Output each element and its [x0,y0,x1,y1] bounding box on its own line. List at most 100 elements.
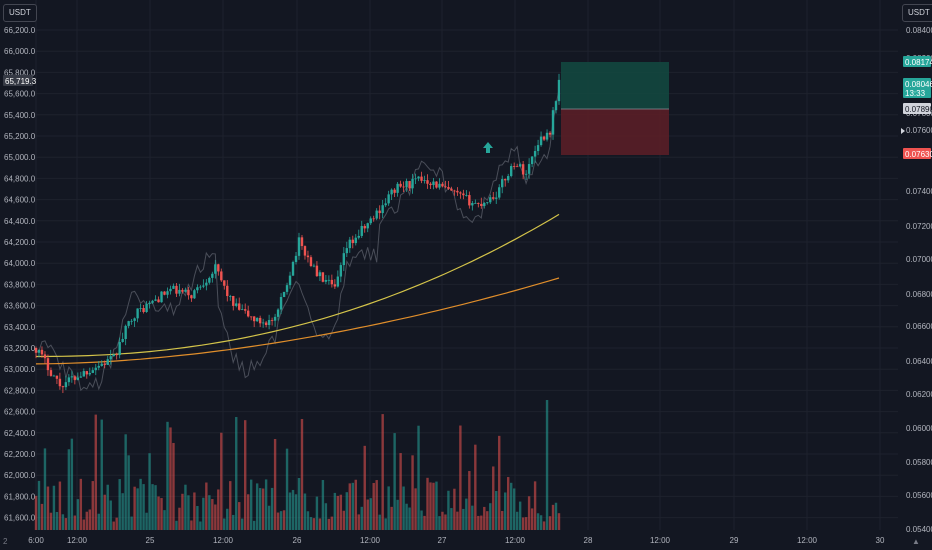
candle-body [136,308,139,319]
volume-bar [489,503,492,530]
candle-body [252,316,256,322]
candle-body [345,248,349,254]
stop-zone [561,109,669,155]
long-position-tool[interactable] [561,62,669,155]
volume-bar [136,488,139,530]
left-axis-tick: 63,200.0 [4,344,36,353]
volume-bar [396,499,399,530]
volume-bar [348,483,351,530]
time-axis-tick: 27 [438,536,447,545]
volume-bar [255,483,259,530]
candle-body [539,136,543,146]
volume-bar [172,442,175,530]
candle-body [300,237,304,247]
candle-body [187,289,190,296]
left-unit-button[interactable]: USDT [3,4,37,22]
candle-body [321,272,325,282]
candle-body [495,197,498,199]
volume-bar [414,488,417,530]
volume-bar [312,518,316,530]
volume-bar [432,482,435,530]
candle-body [330,279,334,285]
volume-bar [554,502,558,530]
volume-bar [264,479,268,530]
volume-bar [351,482,354,530]
right-price-axis[interactable]: 0.084000.082000.078000.076000.074000.072… [901,26,932,534]
candle-body [211,273,214,278]
up-arrow-icon [483,142,493,153]
volume-bar [151,484,154,530]
volume-bar [477,515,480,530]
stop-price-label: 0.07630 [905,150,932,159]
volume-bar [527,496,531,530]
volume-bar [474,444,477,530]
volume-bar [294,494,298,530]
volume-bar [459,425,462,530]
candle-body [297,237,301,256]
left-axis-tick: 61,800.0 [4,492,36,501]
volume-bar [372,482,375,530]
candle-body [58,378,62,387]
volume-bar [249,479,253,530]
time-axis[interactable]: 6:00 12:00 25 12:00 26 12:00 27 12:00 28 12:00 29 1… [28,536,885,545]
candle-body [357,235,360,238]
candle-body [459,192,462,194]
candle-body [315,265,319,277]
left-axis-tick: 66,000.0 [4,47,36,56]
volume-bar [456,511,459,530]
volume-bar [52,485,56,530]
volume-bar [303,493,307,530]
volume-bar [501,511,504,530]
candle-body [530,156,534,165]
volume-bar [217,489,220,530]
candle-body [444,186,447,188]
volume-bar [498,435,501,530]
candle-body [106,359,109,365]
volume-bar [509,482,513,530]
candle-body [285,285,289,292]
candle-body [542,136,546,140]
left-axis-tick: 64,800.0 [4,174,36,183]
candle-body [85,371,89,375]
volume-bar [273,439,277,530]
time-axis-tick: 12:00 [67,536,88,545]
candle-body [521,164,525,175]
axis-settings-icon[interactable]: ▲ [912,537,920,546]
volume-bar [530,508,534,530]
candle-body [423,180,426,182]
volume-bar [515,511,519,530]
candle-body [166,291,169,295]
candle-body [402,186,405,188]
volume-bar [130,516,133,530]
candle-body [381,205,384,214]
volume-bar [309,517,313,530]
volume-bar [175,520,178,530]
candle-body [545,132,549,140]
timezone-icon[interactable]: 2 [3,537,8,546]
left-axis-tick: 66,200.0 [4,26,36,35]
volume-bar [70,438,74,530]
left-price-axis[interactable]: 66,200.0 66,000.0 65,800.0 65,600.0 65,400.0… [3,26,37,523]
candle-body [208,277,211,283]
left-axis-tick: 62,600.0 [4,408,36,417]
candle-body [151,300,154,303]
right-unit-button[interactable]: USDT [902,4,932,22]
left-axis-tick: 62,400.0 [4,429,36,438]
candle-body [91,370,94,373]
candle-body [175,285,178,294]
left-axis-tick: 65,400.0 [4,111,36,120]
candle-body [447,187,450,189]
candle-body [492,197,495,199]
volume-bar [160,498,163,530]
time-axis-tick: 25 [146,536,155,545]
volume-bar [321,480,325,530]
left-axis-tick: 62,200.0 [4,450,36,459]
volume-bar [166,421,169,530]
candle-body [471,203,474,206]
volume-bar [55,512,59,530]
